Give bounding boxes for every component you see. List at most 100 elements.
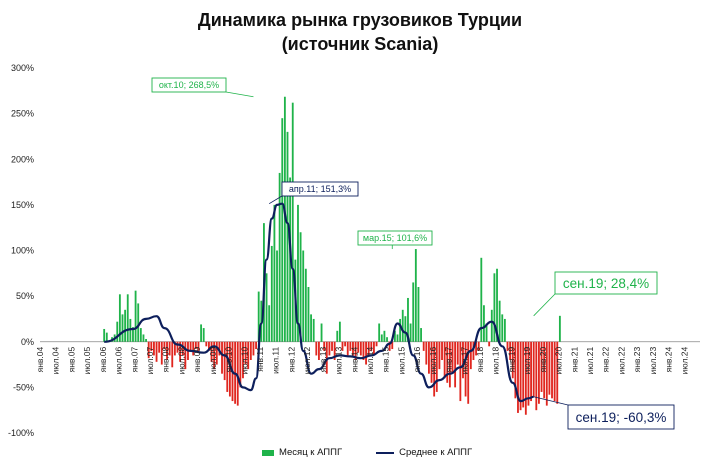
x-tick-label: июл.19 (522, 346, 532, 374)
x-tick-label: янв.07 (129, 346, 139, 372)
x-tick-label: июл.10 (239, 346, 249, 374)
bar-month (255, 341, 257, 350)
bar-month (404, 316, 407, 342)
bar-month (551, 341, 553, 399)
x-tick-label: янв.13 (318, 346, 328, 372)
bar-month (307, 287, 310, 342)
bar-month (535, 341, 538, 411)
bar-month (388, 341, 391, 351)
bar-month (312, 318, 315, 342)
bar-month (208, 341, 210, 351)
bar-month (333, 341, 336, 360)
bar-month (407, 297, 409, 342)
chart-title-line2: (источник Scania) (281, 34, 439, 54)
annotation-box (281, 181, 359, 197)
bar-month (124, 309, 127, 342)
bar-month (325, 341, 328, 374)
bar-month (435, 341, 438, 392)
bar-month (346, 341, 349, 356)
x-tick-label: янв.20 (538, 346, 548, 372)
x-tick-label: янв.11 (255, 346, 265, 371)
bar-month (527, 341, 530, 406)
bar-month (448, 341, 451, 388)
annotation-box (567, 404, 675, 430)
x-tick-label: июл.16 (428, 346, 438, 374)
bar-month (467, 341, 470, 404)
bar-month (454, 341, 457, 388)
x-tick-label: июл.14 (365, 346, 375, 374)
x-tick-label: янв.22 (601, 346, 611, 372)
y-tick-label: 250% (11, 109, 34, 119)
bar-month (524, 341, 527, 415)
bar-month (315, 341, 318, 356)
bar-month (472, 341, 475, 360)
bar-month (179, 341, 182, 362)
legend-label-line: Среднее к АППГ (399, 447, 473, 458)
annotation-leader (225, 91, 254, 98)
y-tick-label: -50% (13, 382, 34, 392)
x-tick-label: июл.06 (114, 346, 124, 374)
bar-month (540, 341, 543, 392)
bar-month (362, 341, 365, 360)
bar-month (291, 102, 294, 342)
bar-month (166, 341, 168, 360)
x-tick-label: янв.17 (444, 346, 454, 372)
bar-month (270, 245, 273, 342)
bar-month (176, 341, 179, 353)
bar-month (425, 341, 428, 365)
annotation-label: сен.19; 28,4% (563, 276, 649, 291)
bar-month (488, 341, 491, 347)
annotation-leader (533, 396, 569, 406)
bar-month (459, 341, 462, 402)
bar-month (532, 341, 535, 397)
bar-month (530, 341, 532, 402)
bar-month (260, 300, 263, 342)
bar-month (367, 341, 370, 356)
x-tick-label: июл.07 (145, 346, 155, 374)
bar-month (475, 341, 477, 356)
bar-month (396, 334, 399, 342)
x-tick-label: янв.19 (506, 346, 516, 372)
bar-month (268, 305, 271, 342)
x-tick-label: янв.14 (349, 346, 359, 372)
bar-month (352, 341, 354, 356)
bar-month (276, 250, 278, 342)
bar-month (545, 341, 548, 406)
bar-month (181, 341, 184, 356)
x-tick-label: янв.23 (632, 346, 642, 372)
bar-month (401, 309, 404, 342)
bar-month (302, 250, 305, 342)
bar-month (121, 314, 124, 342)
bar-month (320, 323, 323, 342)
bar-month (469, 341, 472, 370)
bar-month (153, 341, 155, 356)
annotation-leader (268, 195, 283, 205)
bar-month (417, 287, 420, 342)
x-tick-label: янв.06 (98, 346, 108, 372)
average-line (104, 202, 534, 403)
x-tick-label: июл.12 (302, 346, 312, 374)
bar-month (197, 341, 200, 351)
x-tick-label: июл.09 (208, 346, 218, 374)
bar-month (278, 172, 281, 342)
bar-month (433, 341, 436, 397)
bar-month (168, 341, 171, 356)
annotation-label: окт.10; 268,5% (159, 80, 219, 90)
bar-month (558, 315, 561, 342)
bar-month (446, 341, 449, 383)
x-tick-label: янв.08 (161, 346, 171, 372)
bar-month (105, 332, 108, 342)
bar-month (281, 118, 284, 342)
bar-month (210, 341, 213, 362)
chart-title: Динамика рынка грузовиков Турции (источн… (0, 8, 720, 56)
bar-month (480, 257, 483, 342)
bar-month (331, 341, 333, 351)
bar-month (519, 341, 522, 411)
bar-month (399, 318, 402, 342)
bar-month (380, 334, 383, 342)
bar-month (438, 341, 441, 370)
bar-month (506, 341, 509, 351)
y-tick-label: 150% (11, 200, 34, 210)
bar-month (359, 341, 362, 356)
